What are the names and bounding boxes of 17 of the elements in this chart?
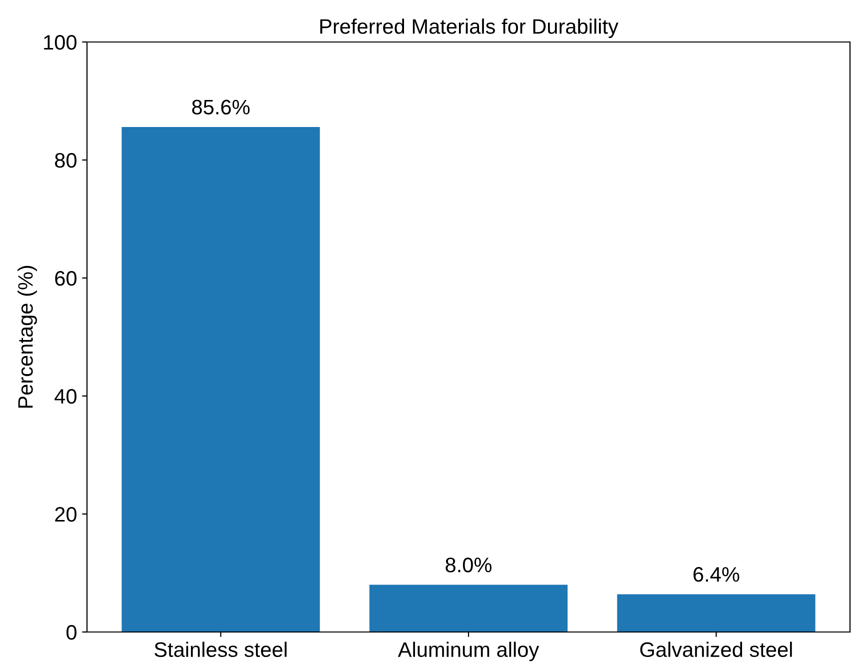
y-axis-title: Percentage (%): [18, 266, 37, 408]
y-tick-label: 100: [44, 35, 76, 50]
bar: [617, 594, 816, 632]
chart-title: Preferred Materials for Durability: [320, 18, 618, 38]
data-label: 8.0%: [446, 558, 492, 572]
y-tick-label: 40: [54, 389, 76, 404]
y-tick-label: 80: [55, 153, 76, 168]
data-label: 85.6%: [192, 100, 250, 115]
bar: [369, 584, 568, 632]
y-tick-label: 20: [55, 507, 76, 522]
x-tick-label: Stainless steel: [154, 642, 287, 658]
x-tick-label: Aluminum alloy: [398, 642, 540, 662]
y-tick-label: 60: [55, 271, 76, 286]
y-tick-label: 0: [66, 625, 76, 640]
bar: [122, 126, 320, 632]
data-label: 6.4%: [694, 567, 740, 582]
x-tick-label: Galvanized steel: [640, 642, 792, 658]
